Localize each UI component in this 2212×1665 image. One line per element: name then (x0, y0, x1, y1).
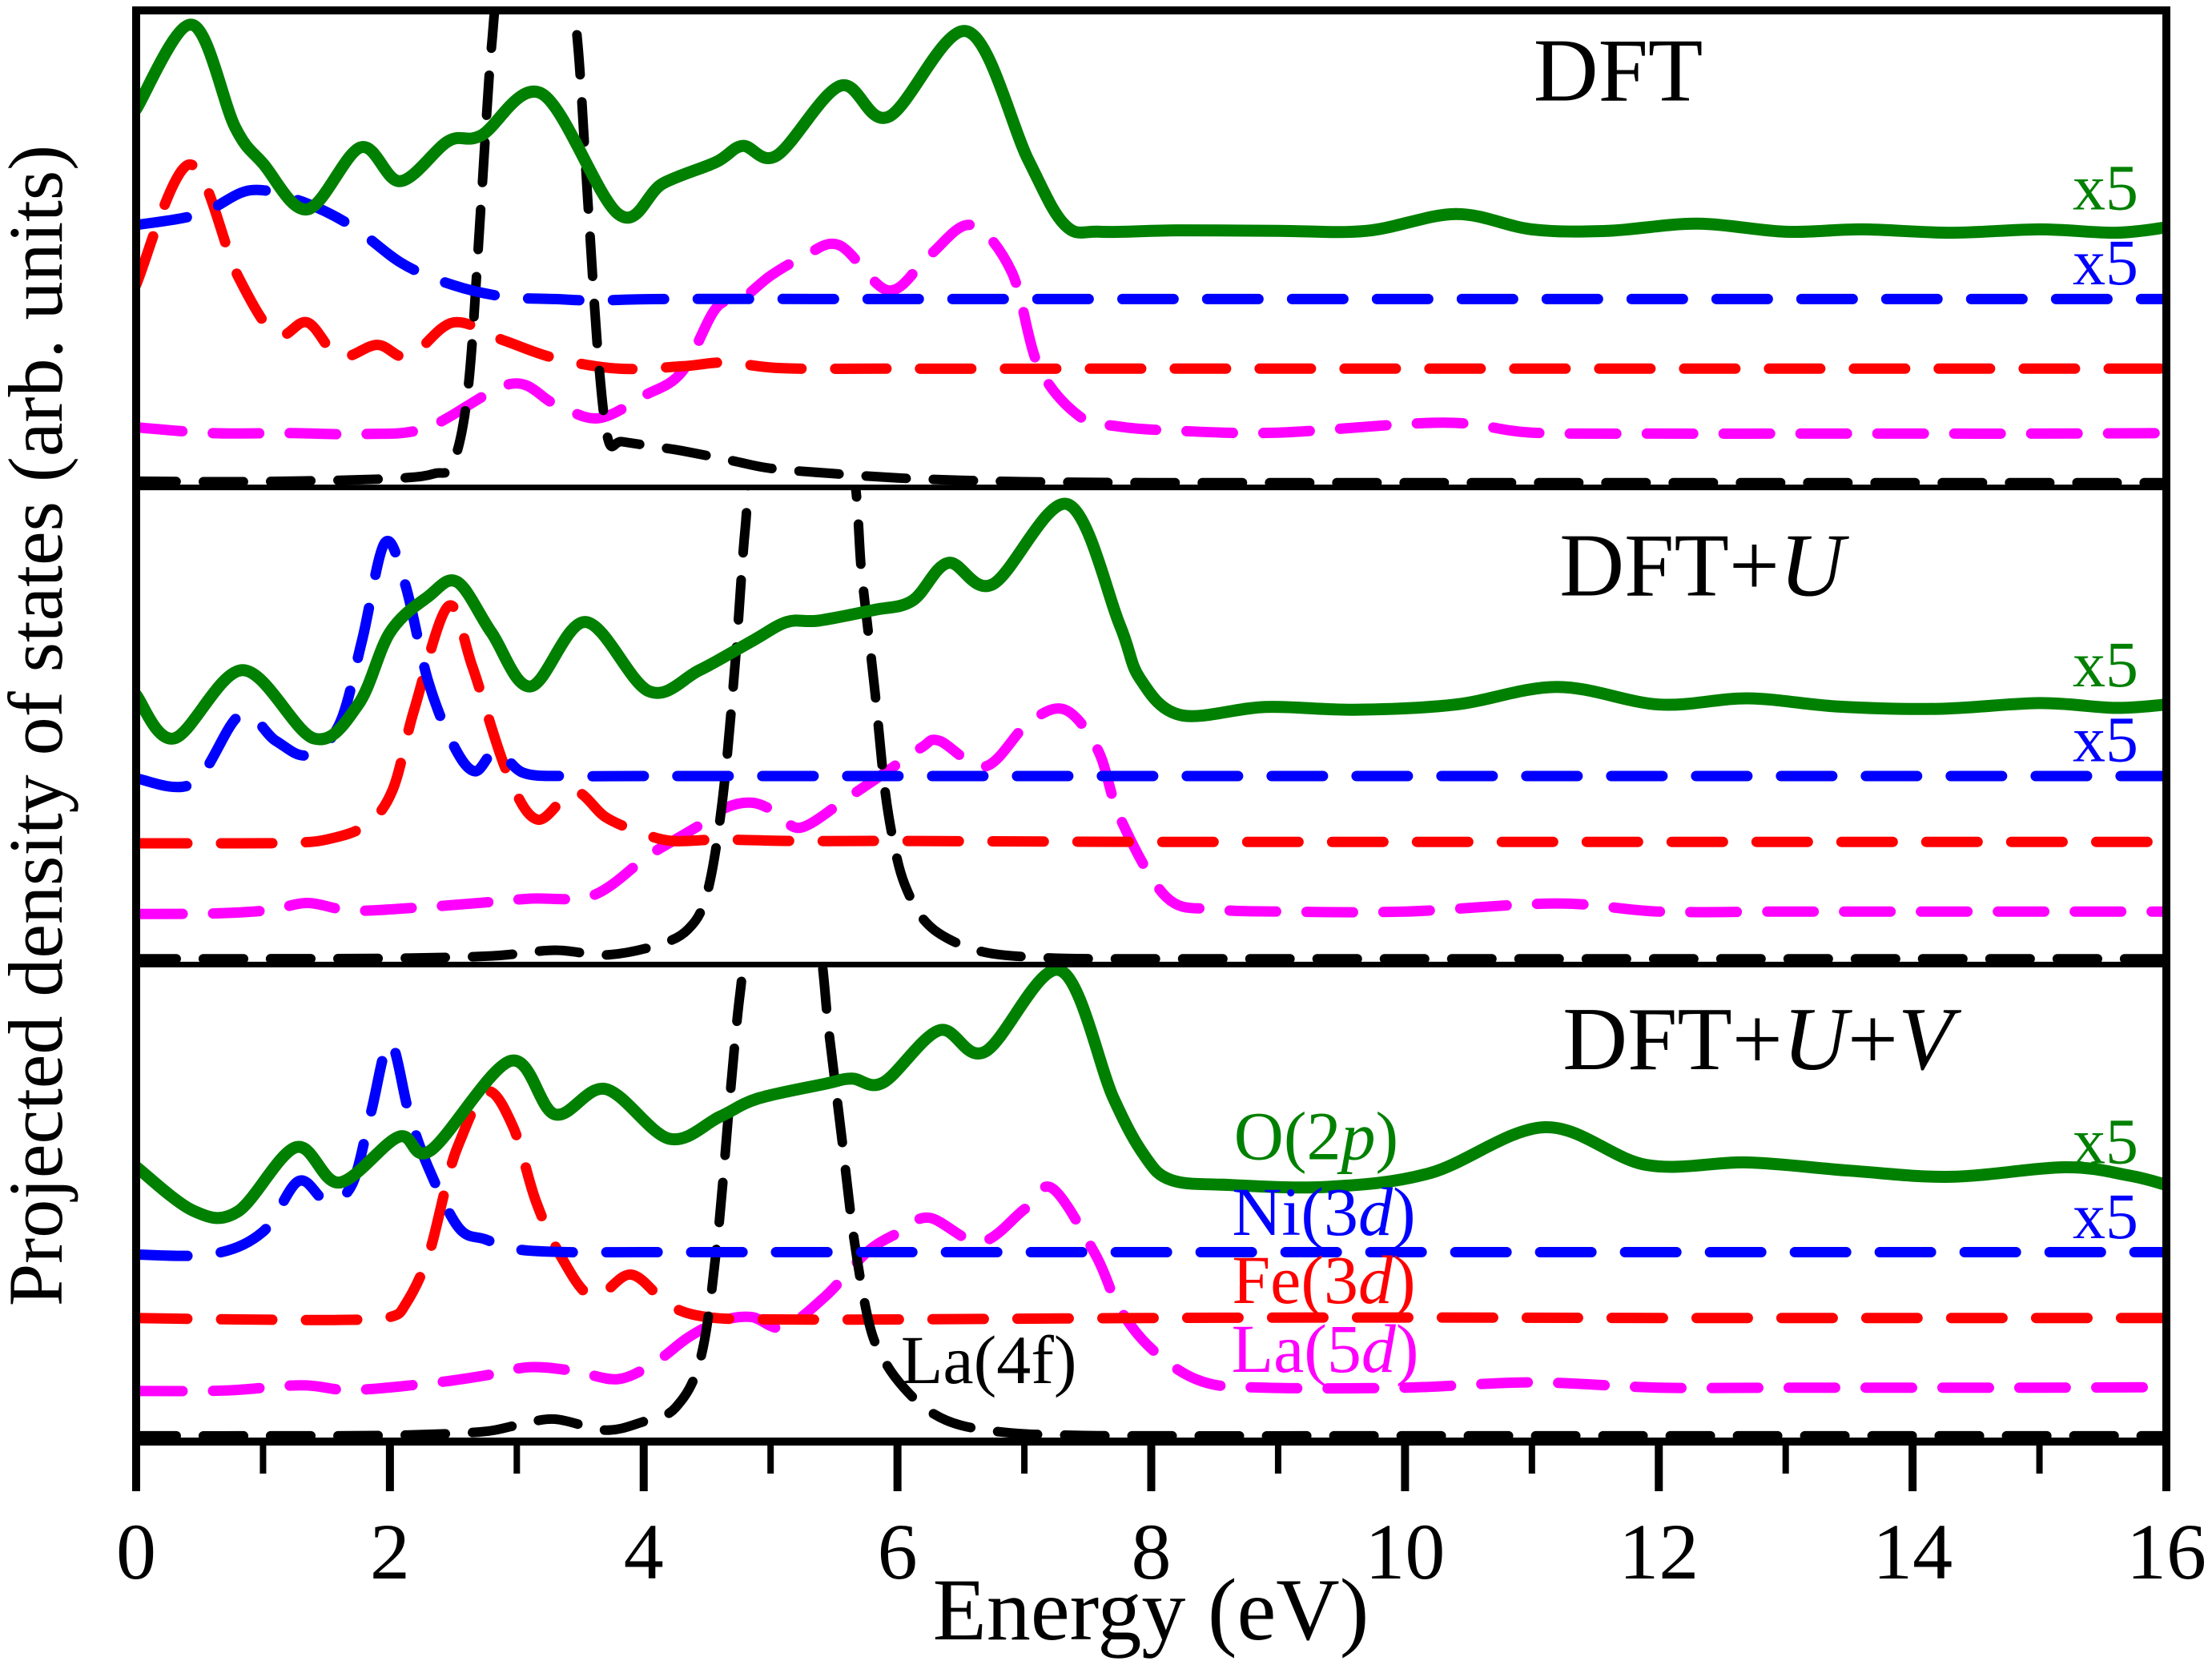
x-tick-label-14: 14 (1872, 1507, 1953, 1596)
curve-dft-ni3d (136, 184, 2166, 306)
multiplier-label-dft-u-v-0: x5 (2073, 1104, 2138, 1177)
panel-title-dft-u-v: DFT+U+V (1562, 990, 1962, 1089)
x-tick-label-4: 4 (624, 1507, 664, 1596)
x-tick-label-10: 10 (1365, 1507, 1445, 1596)
curve-dft-u-ni3d (136, 536, 2166, 793)
panel-title-dft-u: DFT+U (1559, 516, 1849, 615)
y-axis-label: Projected density of states (arb. units) (0, 145, 78, 1306)
legend-label-la5d: La(5d) (1232, 1310, 1419, 1387)
curve-dft-o2p (136, 18, 2166, 239)
multiplier-label-dft-u-v-1: x5 (2073, 1180, 2138, 1253)
multiplier-label-dft-u-1: x5 (2073, 702, 2138, 775)
curve-dft-u-v-o2p (136, 964, 2166, 1225)
panel-dft-u-v (136, 964, 2166, 1441)
x-tick-label-12: 12 (1619, 1507, 1699, 1596)
curve-dft-u-v-la5d (136, 1181, 2166, 1397)
x-tick-label-16: 16 (2126, 1507, 2206, 1596)
x-axis-label: Energy (eV) (933, 1561, 1369, 1659)
curve-dft-u-o2p (136, 497, 2166, 746)
panel-dft (136, 10, 2166, 488)
panel-dft-u (136, 487, 2166, 964)
legend-label-fe3d: Fe(3d) (1232, 1241, 1415, 1318)
curve-dft-u-fe3d (136, 600, 2166, 849)
x-tick-label-8: 8 (1132, 1507, 1172, 1596)
x-tick-label-6: 6 (878, 1507, 918, 1596)
multiplier-label-dft-0: x5 (2073, 151, 2138, 223)
multiplier-label-dft-1: x5 (2073, 226, 2138, 299)
panel-title-dft: DFT (1534, 21, 1703, 120)
curve-dft-la4f (136, 10, 2166, 488)
curve-dft-u-v-ni3d (136, 1036, 2166, 1261)
multiplier-label-dft-u-0: x5 (2073, 628, 2138, 701)
legend-label-ni3d: Ni(3d) (1232, 1173, 1415, 1250)
curve-dft-u-la5d (136, 703, 2166, 919)
x-tick-label-2: 2 (370, 1507, 410, 1596)
legend-label-la4f: La(4f) (901, 1321, 1077, 1398)
curve-dft-la5d (136, 219, 2166, 440)
curve-dft-fe3d (136, 159, 2166, 375)
curve-dft-u-v-fe3d (136, 1086, 2166, 1325)
curve-dft-u-v-la4f (136, 964, 2166, 1441)
legend-label-o2p: O(2p) (1234, 1097, 1398, 1174)
x-tick-label-0: 0 (116, 1507, 156, 1596)
x-axis-ticks: 0 2 4 6 8 10 12 14 16 (116, 1442, 2206, 1596)
